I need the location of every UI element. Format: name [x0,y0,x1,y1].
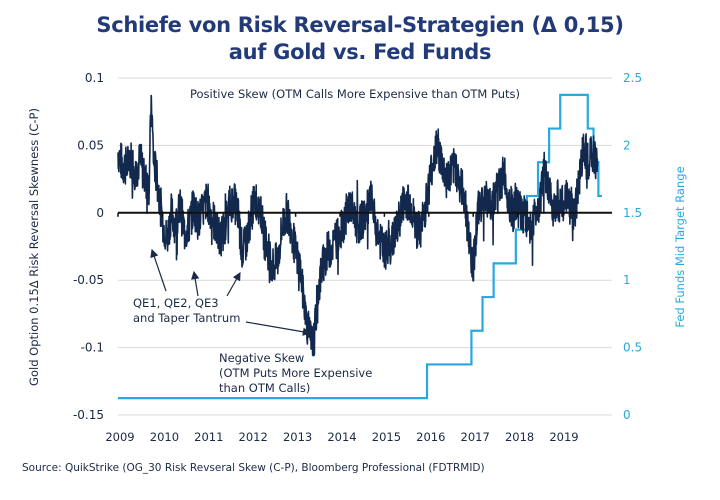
right-tick-label: 2 [623,138,631,152]
chart-title: Schiefe von Risk Reversal-Strategien (Δ … [0,12,720,66]
x-axis-ticks: 2009 2010 2011 2012 2013 2014 2015 2016 2017 2018… [105,430,578,444]
left-tick-label: 0.1 [85,71,104,85]
left-tick-label: 0.05 [77,138,104,152]
left-axis-ticks: 0.1 0.05 0 -0.05 -0.1 -0.15 [73,71,104,422]
zero-reference-line [117,211,612,217]
annotation-negative-skew-line-3: than OTM Calls) [219,381,310,395]
gridlines [118,77,612,416]
left-tick-label: -0.05 [73,273,104,287]
x-tick-label: 2014 [327,430,356,444]
arrow-qe2 [191,270,200,297]
right-tick-label: 1.5 [623,206,642,220]
right-tick-label: 0.5 [623,341,642,355]
x-tick-label: 2016 [416,430,445,444]
right-axis-ticks: 2.5 2 1.5 1 0.5 0 [623,71,642,422]
left-tick-label: -0.1 [81,341,104,355]
x-tick-label: 2012 [239,430,268,444]
left-tick-label: -0.15 [73,408,104,422]
annotation-positive-skew: Positive Skew (OTM Calls More Expensive … [190,87,520,101]
right-tick-label: 2.5 [623,71,642,85]
annotation-qe-line-1: QE1, QE2, QE3 [133,296,219,310]
annotation-negative-skew-line-1: Negative Skew [219,351,304,365]
source-note: Source: QuikStrike (OG_30 Risk Revseral … [22,462,485,474]
chart-title-line-1: Schiefe von Risk Reversal-Strategien (Δ … [96,13,624,37]
arrow-qe1 [150,248,167,292]
fed-funds-series [118,93,602,400]
right-tick-label: 1 [623,273,631,287]
right-axis-label: Fed Funds Mid Target Range [673,166,687,327]
fed-funds-line [118,93,602,400]
x-tick-label: 2010 [150,430,179,444]
arrow-taper-tantrum [245,321,312,336]
chart-title-line-2: auf Gold vs. Fed Funds [228,40,492,64]
annotation-negative-skew-line-2: (OTM Puts More Expensive [219,366,372,380]
annotation-qe-line-2: and Taper Tantrum [133,311,240,325]
right-tick-label: 0 [623,408,631,422]
left-tick-label: 0 [96,206,104,220]
x-tick-label: 2011 [194,430,223,444]
annotation-arrows [150,248,312,336]
arrow-qe3 [226,271,241,297]
x-tick-label: 2018 [505,430,534,444]
x-tick-label: 2009 [105,430,134,444]
left-axis-label: Gold Option 0.15Δ Risk Reversal Skewness… [27,108,41,386]
x-tick-label: 2019 [549,430,578,444]
x-tick-label: 2017 [461,430,490,444]
x-tick-label: 2013 [283,430,312,444]
x-tick-label: 2015 [372,430,401,444]
